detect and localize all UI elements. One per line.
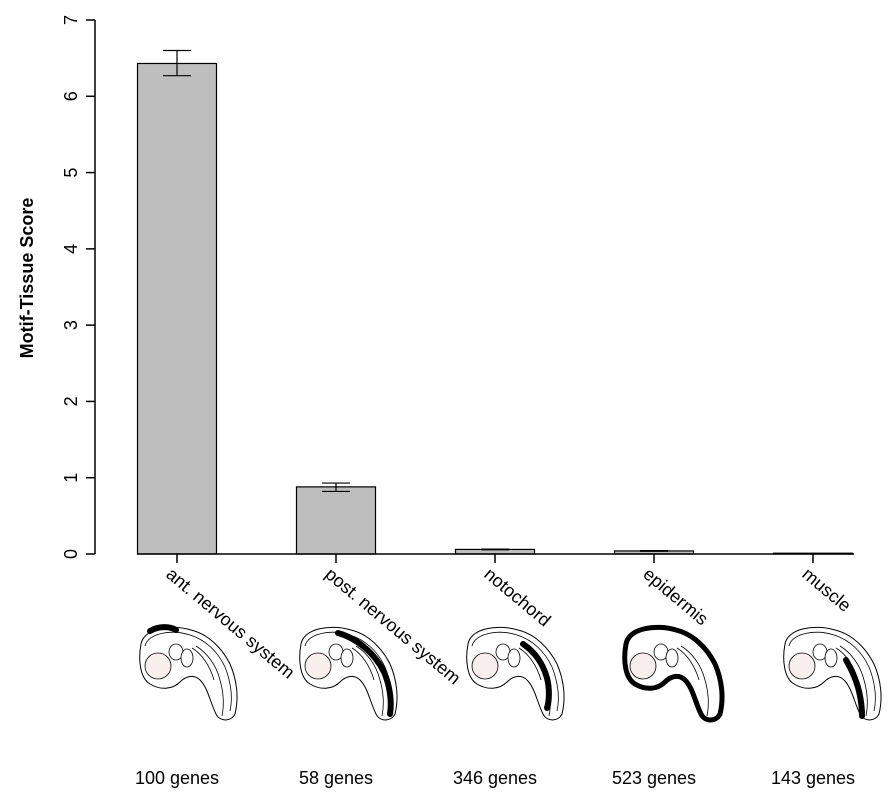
embryo-head-vesicle (629, 652, 657, 680)
embryo-organ (824, 648, 838, 668)
embryo-illustrations (139, 624, 882, 723)
bar (136, 62, 218, 555)
embryo-inner-line (471, 631, 559, 712)
embryo-illustration (783, 626, 882, 721)
y-tick-label: 5 (61, 168, 81, 178)
embryo-illustration (139, 624, 238, 721)
bars (136, 49, 854, 563)
highlighted-tissue (147, 624, 179, 634)
embryo-illustration (622, 624, 725, 723)
gene-count-label: 100 genes (135, 768, 219, 788)
y-tick-label: 4 (61, 244, 81, 254)
embryo-notochord-line (351, 647, 375, 681)
y-tick-label: 2 (61, 396, 81, 406)
embryo-illustration (466, 626, 565, 721)
bar (295, 486, 377, 555)
embryo-inner-line (144, 631, 232, 712)
embryo-notochord-line (191, 647, 215, 681)
category-label: muscle (798, 564, 855, 616)
embryo-organ (665, 648, 679, 668)
y-tick-label: 1 (61, 473, 81, 483)
embryo-notochord-line (676, 647, 700, 681)
embryo-head-vesicle (304, 652, 332, 680)
embryo-outline (139, 626, 238, 721)
y-tick-label: 6 (61, 91, 81, 101)
embryo-tail-line (839, 645, 868, 717)
embryo-outline (466, 626, 565, 721)
highlighted-tissue (335, 630, 394, 717)
y-tick-label: 7 (61, 15, 81, 25)
embryo-notochord-line (518, 647, 542, 681)
highlighted-tissue (520, 641, 552, 711)
embryo-head-vesicle (788, 652, 816, 680)
y-tick-label: 0 (61, 549, 81, 559)
embryo-inner-line (788, 631, 876, 712)
embryo-illustration (299, 626, 398, 721)
gene-count-label: 523 genes (612, 768, 696, 788)
gene-count-label: 346 genes (453, 768, 537, 788)
category-label: notochord (480, 564, 554, 631)
highlighted-tissue (843, 657, 865, 719)
embryo-organ (180, 648, 194, 668)
embryo-outline (622, 624, 725, 723)
category-label: epidermis (639, 564, 712, 629)
embryo-organ (340, 648, 354, 668)
embryo-head-vesicle (471, 652, 499, 680)
embryo-organ (507, 648, 521, 668)
embryo-tail-line (680, 645, 709, 717)
y-axis-title: Motif-Tissue Score (17, 198, 37, 359)
embryo-tail-line (195, 645, 224, 717)
y-axis: 0 1 2 3 4 5 6 7 (61, 15, 96, 559)
gene-count-label: 58 genes (299, 768, 373, 788)
embryo-tail-line (355, 645, 384, 717)
gene-count-label: 143 genes (771, 768, 855, 788)
y-tick-label: 3 (61, 320, 81, 330)
embryo-head-vesicle (144, 652, 172, 680)
gene-count-labels: 100 genes 58 genes 346 genes 523 genes 143 g… (135, 768, 855, 788)
embryo-outline (299, 626, 398, 721)
